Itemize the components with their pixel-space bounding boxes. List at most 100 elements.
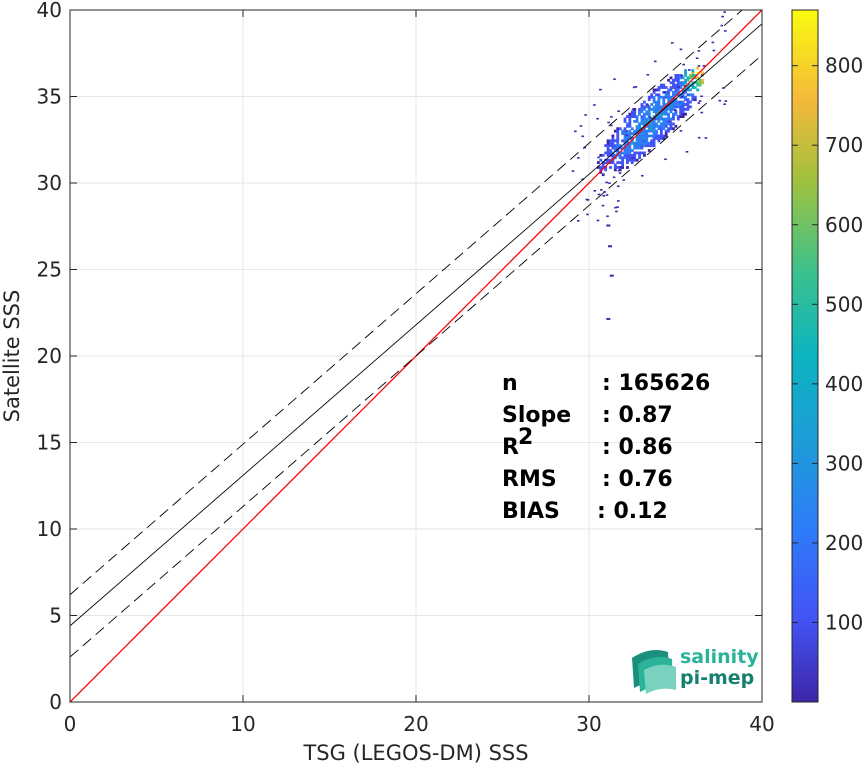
y-tick-label: 10 (37, 517, 62, 541)
density-cell (652, 139, 656, 143)
density-cell (574, 130, 577, 133)
density-cell (646, 104, 649, 106)
density-cell (655, 134, 658, 138)
density-cell (655, 122, 658, 126)
density-cell (599, 88, 602, 91)
density-cell (650, 95, 654, 99)
density-cell (700, 111, 704, 114)
density-cell (667, 120, 671, 123)
density-cell (606, 153, 610, 157)
stat-label: n (502, 371, 518, 396)
density-cell (632, 86, 636, 89)
density-cell (609, 149, 612, 152)
density-cell (645, 110, 649, 114)
density-cell (681, 110, 685, 114)
density-cell (652, 122, 656, 126)
colorbar-tick-label: 800 (825, 54, 863, 78)
density-cell (721, 15, 724, 18)
density-cell (697, 102, 701, 104)
density-cell (640, 146, 644, 150)
density-cell (638, 151, 641, 155)
density-cell (650, 124, 654, 128)
density-cell (635, 141, 639, 145)
density-cell (684, 86, 687, 89)
density-cell (664, 117, 668, 121)
density-cell (640, 136, 644, 140)
density-cell (640, 105, 644, 109)
density-cell (662, 105, 666, 109)
density-cell (655, 100, 658, 104)
density-cell (659, 112, 663, 116)
density-cell (718, 99, 722, 102)
density-cell (614, 206, 617, 209)
density-cell (677, 86, 681, 88)
density-cell (664, 132, 668, 135)
density-cell (623, 127, 627, 131)
density-cell (635, 151, 639, 155)
y-tick-label: 5 (49, 604, 62, 628)
density-cell (638, 124, 641, 128)
density-cell (640, 134, 644, 138)
density-cell (601, 204, 605, 207)
density-cell (688, 88, 692, 92)
density-cell (681, 81, 685, 85)
density-cell (674, 112, 678, 116)
density-cell (662, 103, 666, 106)
density-cell (633, 146, 637, 150)
density-cell (611, 151, 615, 155)
density-cell (623, 120, 627, 123)
density-cell (650, 129, 654, 133)
density-cell (606, 144, 610, 148)
density-cell (687, 69, 691, 71)
density-cell (693, 98, 697, 102)
density-cell (679, 105, 683, 109)
density-cell (672, 90, 675, 94)
density-cell (674, 124, 678, 128)
density-cell (674, 76, 678, 80)
stat-value: : 165626 (602, 371, 710, 396)
density-cell (674, 83, 678, 87)
density-cell (616, 144, 620, 148)
density-cell (672, 95, 675, 99)
density-cell (623, 153, 627, 157)
density-cell (679, 115, 683, 119)
density-cell (623, 117, 627, 121)
density-cell (626, 136, 629, 140)
density-cell (667, 90, 671, 94)
y-axis-ticks: 0 5 10 15 20 25 30 35 40 (37, 0, 762, 714)
density-cell (647, 141, 651, 145)
density-cell (655, 107, 658, 111)
density-cell (723, 11, 726, 13)
density-cell (698, 100, 702, 102)
density-cell (664, 93, 668, 97)
density-cell (669, 100, 673, 104)
density-cell (616, 146, 620, 150)
density-cell (621, 139, 624, 143)
density-cell (613, 153, 617, 157)
density-cell (638, 139, 641, 143)
density-cell (695, 57, 699, 60)
density-cell (696, 76, 700, 80)
density-cell (667, 112, 671, 116)
density-cell (611, 141, 615, 145)
density-cell (621, 151, 624, 155)
one-to-one-line (70, 10, 762, 702)
density-cell (599, 158, 603, 162)
colorbar: 100 200 300 400 500 600 700 800 (791, 9, 863, 703)
density-cell (691, 76, 695, 80)
density-cell (626, 149, 629, 152)
density-cell (625, 134, 628, 137)
density-cell (585, 198, 589, 201)
density-cell (642, 105, 646, 109)
density-cell (676, 81, 680, 85)
density-cell (635, 134, 639, 138)
density-cell (638, 112, 641, 116)
density-cell (642, 139, 646, 143)
density-cell (635, 158, 639, 162)
density-cell (633, 151, 637, 155)
density-cell (659, 136, 663, 140)
density-cell (621, 146, 624, 150)
stat-label: BIAS (502, 499, 560, 524)
density-cell (621, 132, 624, 135)
